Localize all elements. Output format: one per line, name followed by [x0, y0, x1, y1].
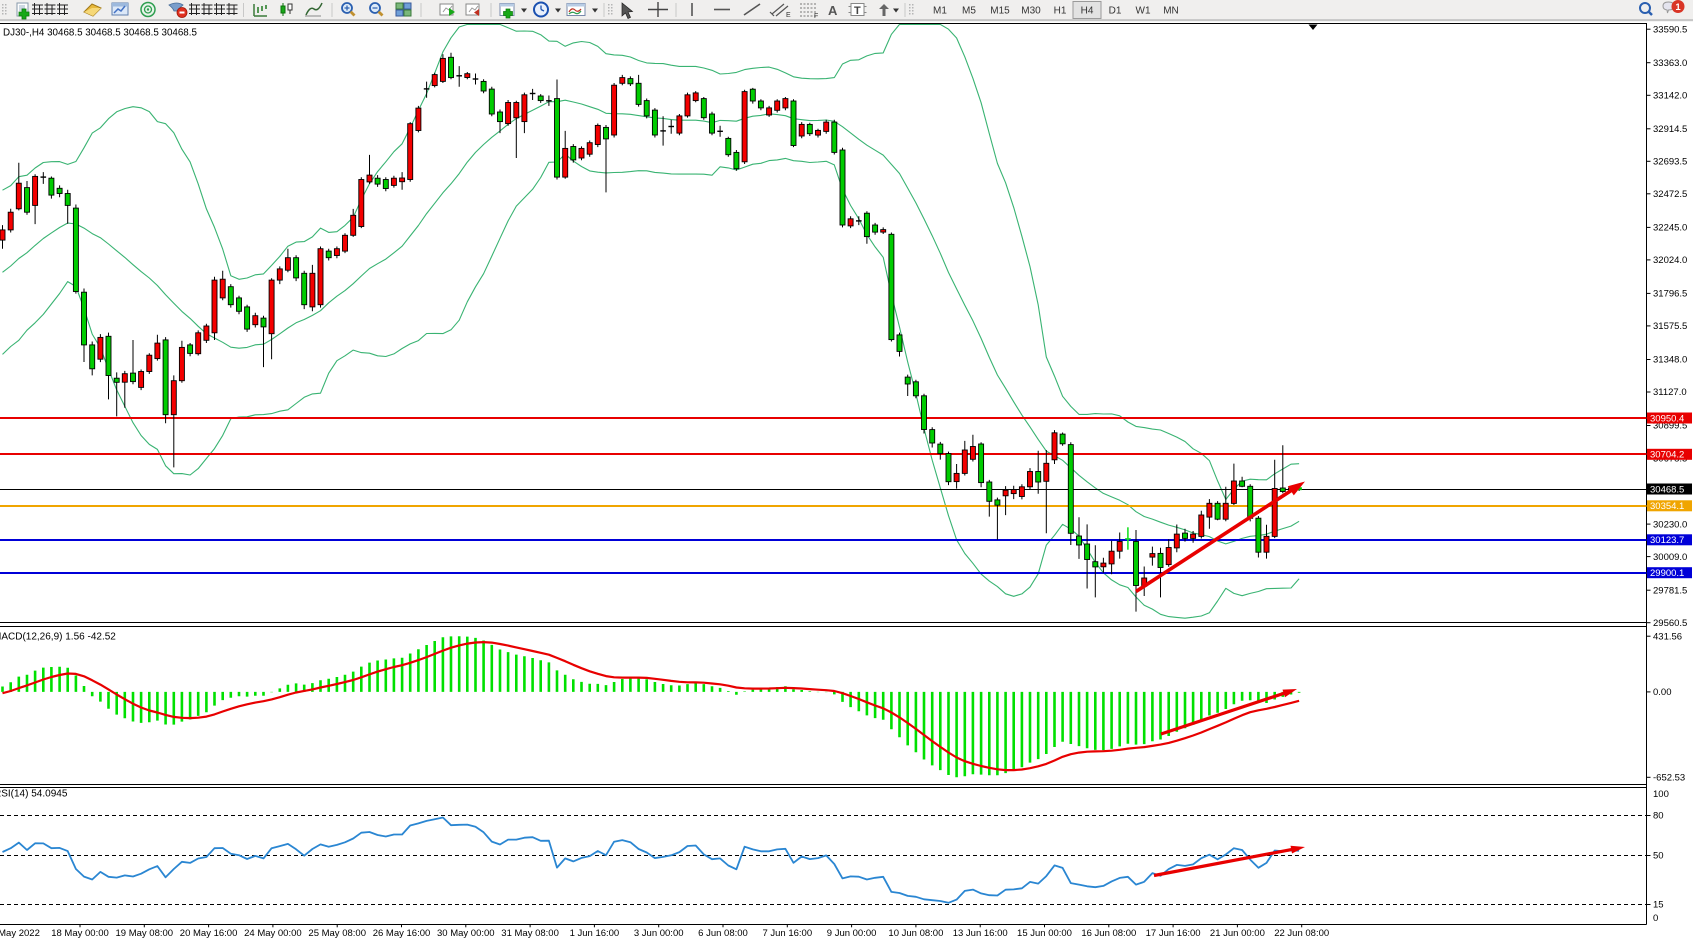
svg-text:30950.4: 30950.4 — [1650, 413, 1684, 424]
svg-text:20 May 16:00: 20 May 16:00 — [180, 928, 238, 938]
svg-text:May 2022: May 2022 — [0, 928, 40, 938]
svg-text:31348.0: 31348.0 — [1653, 355, 1687, 366]
svg-text:0.00: 0.00 — [1653, 687, 1672, 698]
svg-text:21 Jun 00:00: 21 Jun 00:00 — [1210, 928, 1265, 938]
svg-text:431.56: 431.56 — [1653, 631, 1682, 642]
svg-text:M30: M30 — [1021, 6, 1041, 17]
svg-text:7 Jun 16:00: 7 Jun 16:00 — [762, 928, 812, 938]
svg-text:50: 50 — [1653, 851, 1664, 862]
svg-text:80: 80 — [1653, 811, 1664, 822]
svg-text:0: 0 — [1653, 913, 1658, 924]
svg-text:31 May 08:00: 31 May 08:00 — [501, 928, 559, 938]
svg-text:26 May 16:00: 26 May 16:00 — [373, 928, 431, 938]
svg-text:E: E — [786, 12, 791, 19]
svg-text:30899.5: 30899.5 — [1653, 421, 1687, 432]
svg-text:9 Jun 00:00: 9 Jun 00:00 — [827, 928, 877, 938]
svg-text:16 Jun 08:00: 16 Jun 08:00 — [1081, 928, 1136, 938]
svg-text:M1: M1 — [933, 6, 947, 17]
svg-text:H1: H1 — [1054, 6, 1067, 17]
svg-text:100: 100 — [1653, 789, 1669, 800]
svg-text:30468.5: 30468.5 — [1650, 484, 1684, 495]
svg-text:3 Jun 00:00: 3 Jun 00:00 — [634, 928, 684, 938]
svg-text:24 May 00:00: 24 May 00:00 — [244, 928, 302, 938]
svg-text:30123.7: 30123.7 — [1650, 535, 1684, 546]
svg-text:33363.0: 33363.0 — [1653, 58, 1687, 69]
svg-text:W1: W1 — [1136, 6, 1151, 17]
svg-text:19 May 08:00: 19 May 08:00 — [116, 928, 174, 938]
svg-text:H4: H4 — [1081, 6, 1094, 17]
svg-text:32024.0: 32024.0 — [1653, 255, 1687, 266]
svg-text:1: 1 — [1675, 2, 1681, 13]
svg-text:M5: M5 — [962, 6, 976, 17]
svg-text:17 Jun 16:00: 17 Jun 16:00 — [1146, 928, 1201, 938]
svg-text:F: F — [814, 13, 818, 20]
svg-text:30 May 00:00: 30 May 00:00 — [437, 928, 495, 938]
svg-text:6 Jun 08:00: 6 Jun 08:00 — [698, 928, 748, 938]
svg-text:22 Jun 08:00: 22 Jun 08:00 — [1274, 928, 1329, 938]
svg-text:29560.5: 29560.5 — [1653, 618, 1687, 629]
svg-text:31796.5: 31796.5 — [1653, 289, 1687, 300]
svg-text:30230.0: 30230.0 — [1653, 519, 1687, 530]
svg-text:D1: D1 — [1109, 6, 1122, 17]
svg-text:15: 15 — [1653, 900, 1664, 911]
svg-text:25 May 08:00: 25 May 08:00 — [308, 928, 366, 938]
svg-text:33590.5: 33590.5 — [1653, 24, 1687, 35]
svg-text:RSI(14) 54.0945: RSI(14) 54.0945 — [0, 789, 68, 800]
svg-text:32472.5: 32472.5 — [1653, 189, 1687, 200]
svg-text:32914.5: 32914.5 — [1653, 124, 1687, 135]
svg-text:T: T — [854, 5, 861, 17]
svg-text:A: A — [828, 3, 838, 18]
svg-text:32245.0: 32245.0 — [1653, 223, 1687, 234]
svg-text:MACD(12,26,9) 1.56 -42.52: MACD(12,26,9) 1.56 -42.52 — [0, 632, 116, 643]
svg-text:M15: M15 — [990, 6, 1010, 17]
svg-text:-652.53: -652.53 — [1653, 773, 1685, 784]
svg-text:13 Jun 16:00: 13 Jun 16:00 — [953, 928, 1008, 938]
svg-text:15 Jun 00:00: 15 Jun 00:00 — [1017, 928, 1072, 938]
svg-text:30009.0: 30009.0 — [1653, 552, 1687, 563]
svg-text:31127.0: 31127.0 — [1653, 387, 1687, 398]
svg-text:33142.0: 33142.0 — [1653, 91, 1687, 102]
svg-text:29900.1: 29900.1 — [1650, 568, 1684, 579]
svg-text:29781.5: 29781.5 — [1653, 585, 1687, 596]
svg-text:1 Jun 16:00: 1 Jun 16:00 — [570, 928, 620, 938]
svg-text:10 Jun 08:00: 10 Jun 08:00 — [888, 928, 943, 938]
svg-text:31575.5: 31575.5 — [1653, 321, 1687, 332]
svg-text:MN: MN — [1163, 6, 1179, 17]
svg-text:30704.2: 30704.2 — [1650, 450, 1684, 461]
svg-text:32693.5: 32693.5 — [1653, 157, 1687, 168]
svg-text:18 May 00:00: 18 May 00:00 — [51, 928, 109, 938]
svg-text:DJ30-,H4 30468.5 30468.5 3046: DJ30-,H4 30468.5 30468.5 30468.5 30468.5 — [3, 28, 197, 39]
svg-text:30354.1: 30354.1 — [1650, 501, 1684, 512]
